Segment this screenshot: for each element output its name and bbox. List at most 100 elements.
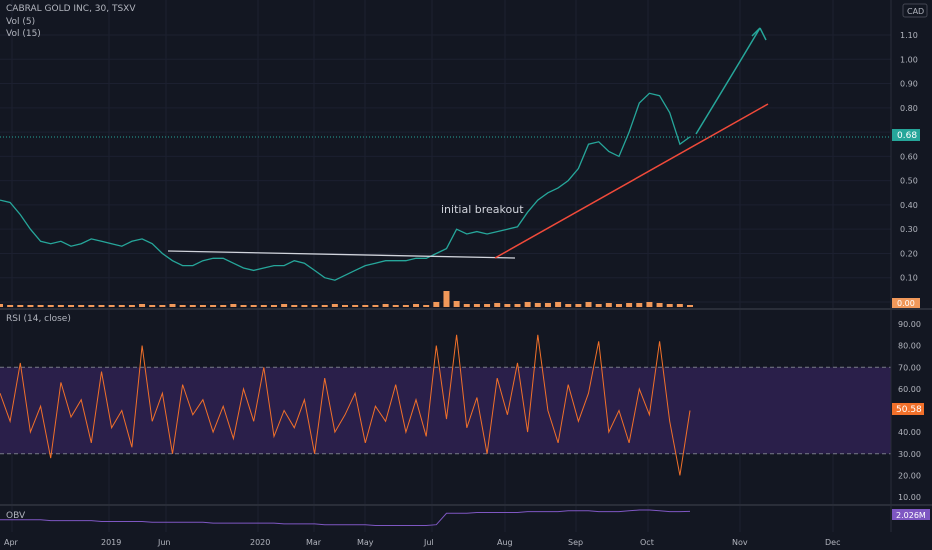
volume-bar — [0, 304, 3, 307]
volume-bar — [453, 301, 460, 307]
volume-bar — [57, 305, 64, 307]
volume-bar — [565, 304, 572, 307]
time-tick-label: Dec — [825, 538, 840, 547]
obv-tag-bg — [892, 509, 930, 520]
price-tick-label: 1.00 — [900, 55, 918, 64]
rsi-tick-label: 10.00 — [898, 493, 921, 502]
volume-bar — [626, 303, 633, 307]
price-tick-label: 0.20 — [900, 249, 918, 258]
volume-bar — [321, 305, 328, 307]
volume-bar — [494, 303, 501, 307]
volume-bar — [108, 305, 115, 307]
time-tick-label: 2019 — [101, 538, 121, 547]
volume-bar — [524, 302, 531, 307]
volume-bar — [463, 304, 470, 307]
volume-bar — [443, 291, 450, 307]
support-trendline[interactable] — [494, 103, 769, 259]
price-tick-label: 1.10 — [900, 31, 918, 40]
price-tick-label: 0.60 — [900, 152, 918, 161]
volume-bar — [656, 303, 663, 307]
volume-bar — [423, 305, 430, 307]
volume-bar — [484, 304, 491, 307]
volume-bar — [159, 305, 166, 307]
volume-bar — [37, 305, 44, 307]
volume-bar — [392, 305, 399, 307]
price-tag-bg — [892, 129, 920, 141]
rsi-tick-label: 40.00 — [898, 428, 921, 437]
volume-bar — [220, 305, 227, 307]
price-tick-label: 0.10 — [900, 274, 918, 283]
volume-bar — [504, 304, 511, 307]
volume-bar — [331, 304, 338, 307]
time-tick-label: Mar — [306, 538, 322, 547]
price-line — [0, 92, 691, 281]
time-tick-label: Oct — [640, 538, 654, 547]
vol15-label[interactable]: Vol (15) — [6, 29, 41, 39]
rsi-label[interactable]: RSI (14, close) — [6, 314, 71, 324]
volume-tag: 0.00 — [897, 299, 915, 308]
volume-bar — [555, 302, 562, 307]
volume-bar — [78, 305, 85, 307]
time-tick-label: Aug — [497, 538, 513, 547]
volume-bar — [88, 305, 95, 307]
volume-bar — [352, 305, 359, 307]
price-tick-label: 0.40 — [900, 201, 918, 210]
volume-bar — [169, 304, 176, 307]
volume-bar — [646, 302, 653, 307]
volume-bar — [342, 305, 348, 307]
volume-bar — [666, 304, 673, 307]
volume-bar — [199, 305, 206, 307]
volume-bar — [585, 302, 592, 307]
volume-bar — [139, 304, 146, 307]
volume-bar — [402, 305, 409, 307]
projection-arrow[interactable] — [695, 27, 761, 135]
time-tick-label: Nov — [732, 538, 748, 547]
volume-bar — [595, 304, 602, 307]
volume-tag-bg — [892, 298, 920, 308]
volume-bar — [544, 303, 551, 307]
volume-bar — [301, 305, 308, 307]
projection-arrow-head — [751, 27, 767, 41]
volume-bar — [514, 304, 521, 307]
resistance-trendline[interactable] — [167, 250, 516, 259]
rsi-tick-label: 60.00 — [898, 385, 921, 394]
volume-bar — [687, 305, 693, 307]
time-axis-ticks: Apr 2019 Jun 2020 Mar May Jul Aug Sep Oct Nov Dec — [4, 538, 840, 547]
currency-badge[interactable] — [902, 3, 928, 18]
volume-bar — [676, 304, 683, 307]
volume-bar — [362, 305, 369, 307]
price-tick-label: 0.80 — [900, 104, 918, 113]
time-tick-label: Apr — [4, 538, 19, 547]
volume-bar — [149, 305, 156, 307]
volume-bar — [27, 305, 34, 307]
rsi-tick-label: 20.00 — [898, 471, 921, 480]
volume-bar — [575, 304, 582, 307]
annotation-initial-breakout[interactable]: initial breakout — [441, 203, 524, 216]
volume-bar — [372, 305, 379, 307]
volume-bar — [382, 304, 389, 307]
volume-bar — [605, 303, 612, 307]
price-tick-label: 0.90 — [900, 80, 918, 89]
rsi-line — [0, 334, 691, 476]
time-tick-label: 2020 — [250, 538, 270, 547]
price-tick-label: 0.30 — [900, 225, 918, 234]
volume-bar — [534, 303, 541, 307]
price-tag: 0.68 — [897, 131, 917, 141]
time-tick-label: Jul — [423, 538, 434, 547]
volume-bar — [281, 304, 288, 307]
grid-lines — [0, 0, 891, 532]
obv-label[interactable]: OBV — [6, 511, 26, 521]
volume-bar — [250, 305, 257, 307]
volume-bar — [68, 305, 75, 307]
symbol-title[interactable]: CABRAL GOLD INC, 30, TSXV — [6, 4, 136, 14]
volume-bar — [240, 305, 247, 307]
price-tick-label: 0.50 — [900, 177, 918, 186]
volume-bar — [413, 304, 420, 307]
volume-bar — [260, 305, 267, 307]
volume-bar — [179, 305, 186, 307]
rsi-tag-bg — [892, 403, 924, 415]
vol5-label[interactable]: Vol (5) — [6, 17, 36, 27]
time-tick-label: Sep — [568, 538, 583, 547]
volume-bar — [270, 305, 277, 307]
